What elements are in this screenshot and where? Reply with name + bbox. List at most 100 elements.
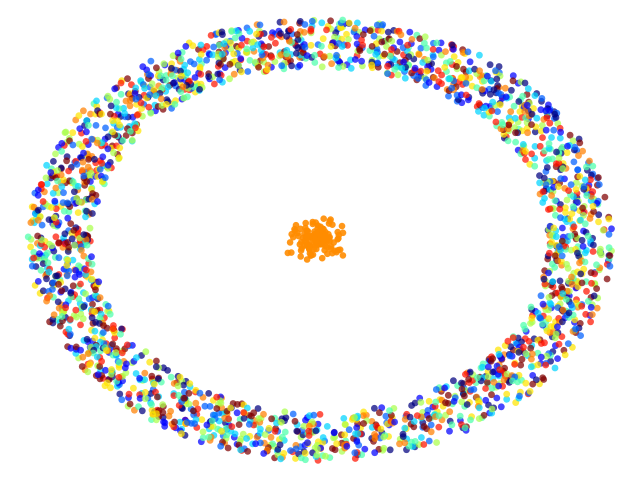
ring-point [476,51,483,59]
ring-point [51,197,59,205]
cluster-point [326,233,334,241]
ring-point [555,340,563,348]
ring-point [227,404,235,412]
ring-point [590,241,597,249]
ring-point [492,67,499,75]
ring-point [147,109,155,117]
ring-point [396,38,404,46]
ring-point [517,361,525,369]
ring-point [94,371,102,378]
ring-point [371,449,379,457]
ring-point [543,164,551,171]
ring-point [446,427,453,435]
ring-point [493,394,501,402]
cluster-point [339,229,347,237]
ring-point [450,377,457,385]
ring-point [504,137,512,145]
ring-point [281,408,289,416]
ring-point [542,107,550,115]
cluster-point [286,239,294,246]
ring-point [548,192,555,199]
ring-point [80,231,88,239]
ring-point [263,66,271,73]
ring-point [606,252,614,259]
ring-point [217,61,224,68]
ring-point [571,143,579,151]
ring-point [301,44,309,51]
ring-point [408,36,416,43]
ring-point [322,452,329,460]
ring-point [77,280,84,288]
ring-point [240,409,248,416]
ring-point [211,80,218,88]
ring-point [368,43,376,50]
ring-point [205,390,213,397]
ring-point [252,440,259,448]
ring-point [351,455,359,462]
ring-point [593,285,600,292]
ring-point [153,410,161,418]
ring-point [567,301,575,309]
ring-point [565,309,573,317]
ring-point [80,149,87,157]
ring-point [84,163,92,171]
ring-point [207,32,215,39]
ring-point [351,413,358,421]
ring-point [152,363,160,371]
ring-point [180,94,188,102]
ring-point [277,30,284,37]
ring-point [115,374,123,381]
ring-point [130,384,137,392]
ring-point [411,438,419,445]
ring-point [145,70,153,78]
ring-point [106,310,114,318]
ring-point [174,49,182,57]
ring-point [567,181,575,189]
ring-point [177,72,185,80]
ring-point [537,292,545,300]
ring-point [475,415,483,422]
ring-point [169,52,177,60]
ring-point [147,57,155,65]
ring-point [45,268,53,276]
ring-point [509,334,517,341]
ring-point [538,340,545,347]
ring-point [376,409,383,417]
ring-point [157,95,165,103]
ring-point [203,56,211,64]
ring-point [378,38,386,46]
ring-point [548,260,556,268]
ring-point [88,260,96,268]
cluster-point [334,236,341,243]
ring-point [566,131,574,139]
ring-point [429,53,437,61]
ring-point [396,440,403,448]
ring-point [537,127,545,135]
ring-point [313,451,321,459]
ring-point [464,48,472,56]
ring-point [563,149,571,157]
ring-point [246,27,254,35]
ring-point [115,364,123,371]
ring-point [415,51,423,58]
ring-point [589,188,597,196]
ring-point [420,423,428,430]
ring-point [358,36,365,44]
ring-point [509,72,517,80]
ring-point [556,134,564,142]
ring-point [137,99,145,107]
ring-point [335,64,342,71]
ring-point [293,50,300,57]
ring-point [152,92,160,99]
ring-point [243,45,251,53]
ring-point [112,104,120,112]
ring-point [561,351,569,359]
ring-point [108,366,115,373]
ring-point [545,315,553,323]
ring-point [551,252,559,260]
ring-point [43,297,50,305]
ring-point [76,125,84,132]
ring-point [570,223,578,231]
ring-point [466,58,474,66]
cluster-point [297,247,305,254]
